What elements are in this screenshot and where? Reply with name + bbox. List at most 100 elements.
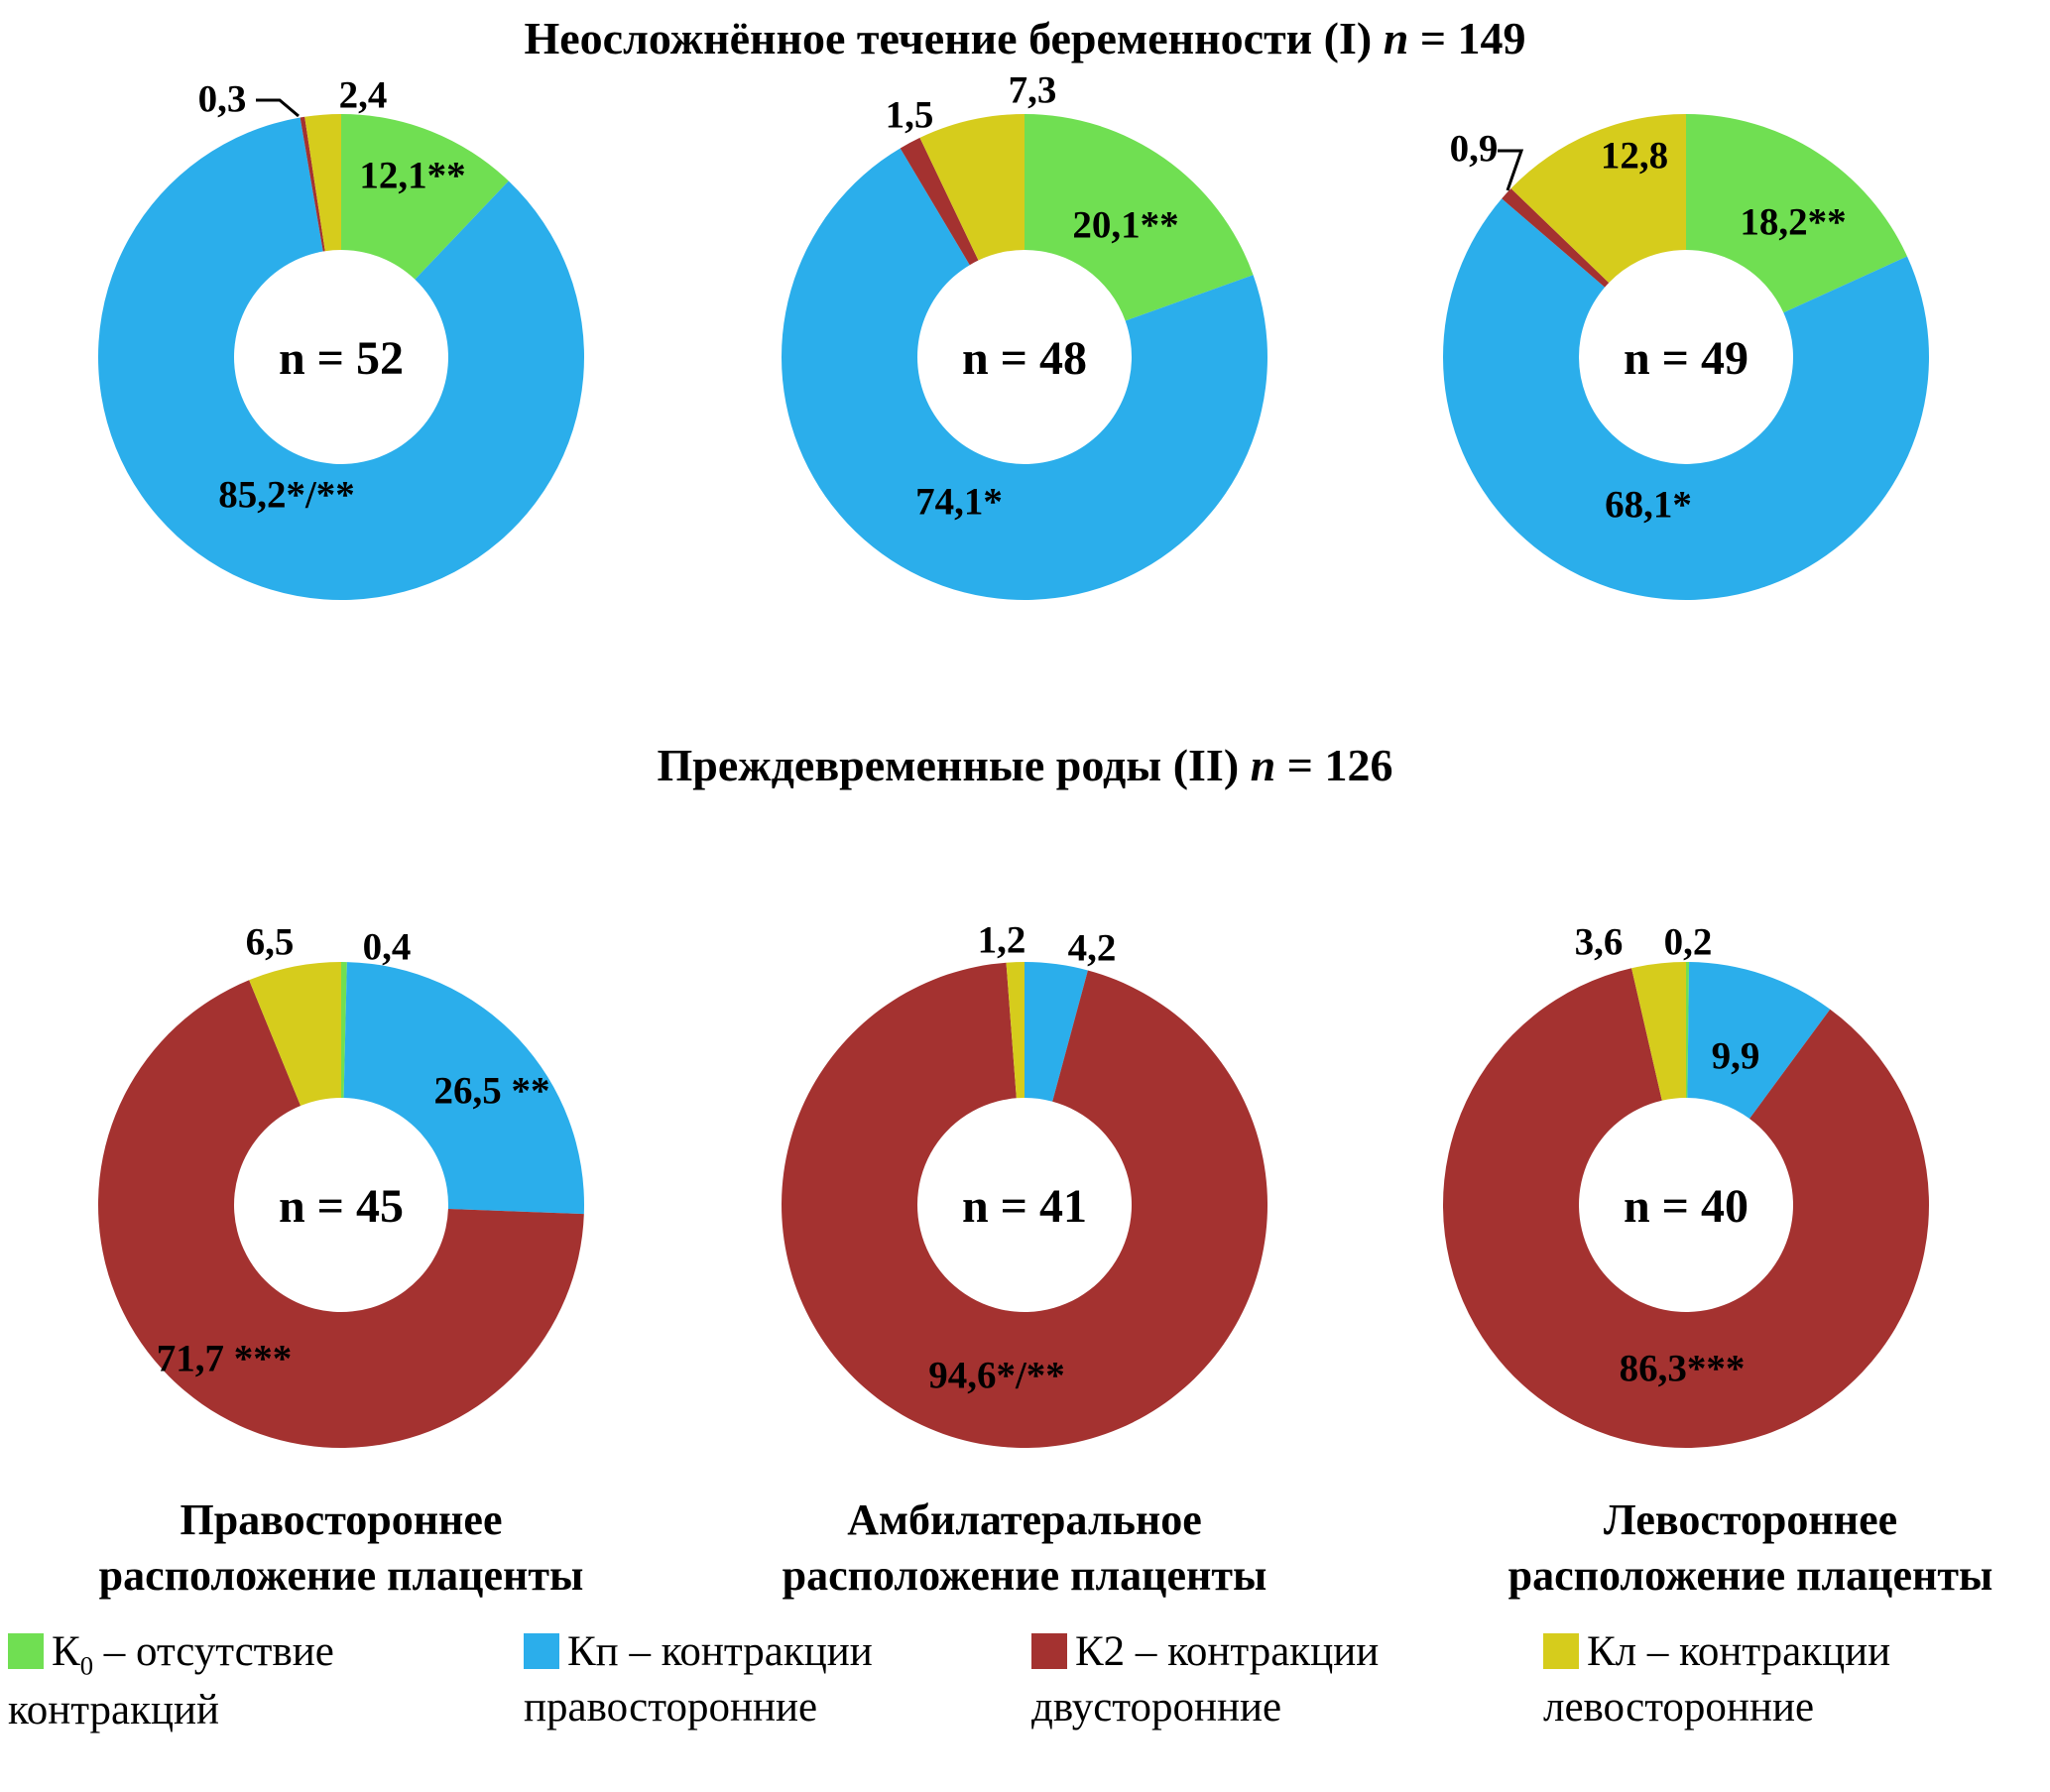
legend-swatch-dark-red xyxy=(1031,1633,1067,1669)
legend-line2: левосторонние xyxy=(1543,1683,1815,1731)
segment-value-label: 18,2** xyxy=(1740,201,1846,244)
segment-value-label: 0,4 xyxy=(363,926,412,969)
donut-chart-svg: 4,2 94,6*/** 1,2 n = 41 xyxy=(782,919,1268,1449)
legend-label: Кп – контракции xyxy=(567,1628,873,1675)
donut-segment-yellow xyxy=(304,114,341,252)
donut-chart-svg: 0,2 9,9 86,3*** 3,6 n = 40 xyxy=(1442,921,1929,1448)
legend-swatch-yellow xyxy=(1543,1633,1579,1669)
segment-value-label: 1,5 xyxy=(886,94,934,137)
group-title-text: Неосложнённое течение беременности (I) xyxy=(524,13,1373,63)
donut-preterm-ambilateral-placenta: 4,2 94,6*/** 1,2 n = 41 xyxy=(717,848,1332,1483)
segment-value-label: 20,1** xyxy=(1072,204,1178,247)
donut-segment-green xyxy=(1686,114,1907,313)
segment-value-label: 2,4 xyxy=(339,74,388,117)
donut-segment-yellow xyxy=(249,962,341,1107)
segment-value-label: 6,5 xyxy=(246,921,295,964)
group-title-uncomplicated-pregnancy: Неосложнённое течение беременности (I) n… xyxy=(0,12,2050,64)
legend-item-k0: К0 – отсутствие контракций xyxy=(8,1624,334,1738)
donut-segment-dark_red xyxy=(98,980,584,1449)
segment-value-label: 68,1* xyxy=(1605,484,1692,527)
segment-value-label: 3,6 xyxy=(1575,921,1624,964)
donut-segment-yellow xyxy=(919,114,1025,261)
segment-value-label: 9,9 xyxy=(1712,1035,1760,1078)
donut-preterm-left-placenta: 0,2 9,9 86,3*** 3,6 n = 40 xyxy=(1379,848,1993,1483)
donut-segment-green xyxy=(1025,114,1254,321)
segment-value-label: 1,2 xyxy=(978,919,1026,962)
donut-chart-svg: 20,1** 74,1* 1,5 7,3 n = 48 xyxy=(781,69,1267,601)
donut-segment-blue xyxy=(343,962,585,1215)
group-title-n-italic: n xyxy=(1372,13,1409,63)
legend-label-subscript: 0 xyxy=(79,1650,94,1681)
donut-segment-green xyxy=(341,114,509,280)
donut-center-n-label: n = 41 xyxy=(962,1180,1087,1233)
donut-segment-dark_red xyxy=(300,116,325,252)
donut-center-n-label: n = 48 xyxy=(962,332,1087,385)
donut-segment-blue xyxy=(781,148,1267,601)
legend-line1: К2 – контракции xyxy=(1031,1624,1379,1680)
legend-item-kl: Кл – контракции левосторонние xyxy=(1543,1624,1890,1735)
donut-uncomplicated-right-placenta: 12,1** 85,2*/** 0,3 2,4 n = 52 xyxy=(34,0,649,635)
segment-value-label: 12,1** xyxy=(359,155,465,197)
donut-center-n-label: n = 45 xyxy=(279,1180,404,1233)
segment-value-label: 94,6*/** xyxy=(928,1355,1065,1397)
donut-segment-blue xyxy=(1025,962,1088,1102)
legend-item-kp: Кп – контракции правосторонние xyxy=(524,1624,873,1735)
donut-segment-yellow xyxy=(1006,962,1025,1099)
column-header-line1: Амбилатеральное xyxy=(847,1495,1202,1544)
legend-label: – отсутствие xyxy=(93,1628,334,1675)
donut-segment-yellow xyxy=(1631,962,1686,1101)
legend-label: К xyxy=(52,1628,80,1675)
legend-swatch-green xyxy=(8,1633,44,1669)
segment-value-label: 0,2 xyxy=(1664,921,1713,964)
segment-value-label: 26,5 ** xyxy=(434,1070,550,1113)
label-leader-line xyxy=(1498,149,1524,191)
column-header-line1: Правостороннее xyxy=(180,1495,503,1544)
legend-line1: Кл – контракции xyxy=(1543,1624,1890,1680)
segment-value-label: 7,3 xyxy=(1009,69,1057,112)
column-header-line2: расположение плаценты xyxy=(782,1550,1267,1600)
donut-segment-yellow xyxy=(1510,114,1686,284)
legend-line2: контракций xyxy=(8,1687,220,1734)
group-title-n-value: = 149 xyxy=(1408,13,1526,63)
segment-value-label: 74,1* xyxy=(915,481,1003,524)
donut-chart-svg: 12,1** 85,2*/** 0,3 2,4 n = 52 xyxy=(98,74,585,601)
legend-label: К2 – контракции xyxy=(1075,1628,1380,1675)
legend-line2: правосторонние xyxy=(524,1683,818,1731)
group-title-text: Преждевременные роды (II) xyxy=(657,740,1240,790)
donut-uncomplicated-ambilateral-placenta: 20,1** 74,1* 1,5 7,3 n = 48 xyxy=(717,0,1332,635)
segment-value-label: 71,7 *** xyxy=(157,1338,293,1380)
label-leader-line xyxy=(256,98,300,118)
legend-label: Кл – контракции xyxy=(1587,1628,1891,1675)
legend-line2: двусторонние xyxy=(1031,1683,1282,1731)
legend-line1: Кп – контракции xyxy=(524,1624,873,1680)
column-header-line1: Левостороннее xyxy=(1603,1495,1898,1544)
legend-line1: К0 – отсутствие xyxy=(8,1624,334,1683)
donut-chart-svg: 18,2** 68,1* 0,9 12,8 n = 49 xyxy=(1443,114,1930,600)
legend-swatch-blue xyxy=(524,1633,559,1669)
column-header-ambilateral-placenta: Амбилатеральное расположение плаценты xyxy=(687,1493,1362,1604)
segment-value-label: 4,2 xyxy=(1068,927,1117,970)
column-header-line2: расположение плаценты xyxy=(98,1550,584,1600)
group-title-preterm-birth: Преждевременные роды (II) n = 126 xyxy=(0,739,2050,791)
column-header-left-placenta: Левостороннее расположение плаценты xyxy=(1413,1493,2050,1604)
segment-value-label: 12,8 xyxy=(1601,135,1668,178)
donut-segment-green xyxy=(341,962,347,1099)
donut-center-n-label: n = 52 xyxy=(279,332,404,385)
donut-segment-dark_red xyxy=(1442,968,1929,1448)
segment-value-label: 85,2*/** xyxy=(218,474,355,517)
donut-segment-blue xyxy=(1687,962,1831,1120)
donut-uncomplicated-left-placenta: 18,2** 68,1* 0,9 12,8 n = 49 xyxy=(1379,0,1993,635)
column-header-right-placenta: Правостороннее расположение плаценты xyxy=(4,1493,678,1604)
column-header-line2: расположение плаценты xyxy=(1507,1550,1993,1600)
donut-preterm-right-placenta: 0,4 26,5 ** 71,7 *** 6,5 n = 45 xyxy=(34,848,649,1483)
legend-item-k2: К2 – контракции двусторонние xyxy=(1031,1624,1379,1735)
group-title-n-italic: n xyxy=(1239,740,1276,790)
donut-segment-dark_red xyxy=(900,137,979,266)
segment-value-label: 0,9 xyxy=(1450,128,1499,171)
donut-segment-dark_red xyxy=(782,962,1268,1449)
donut-segment-blue xyxy=(1443,198,1930,600)
donut-segment-blue xyxy=(98,117,585,601)
donut-center-n-label: n = 40 xyxy=(1624,1180,1749,1233)
donut-center-n-label: n = 49 xyxy=(1624,332,1749,385)
